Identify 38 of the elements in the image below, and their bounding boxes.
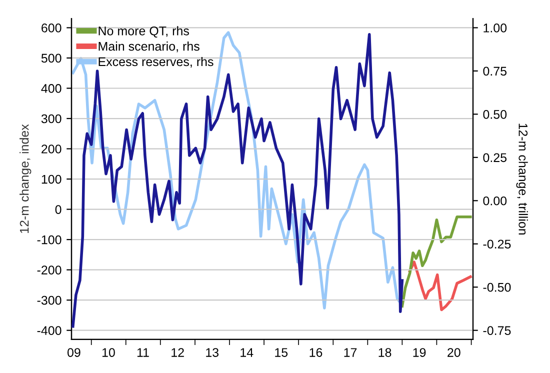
x-tick-label: 09 [67,348,80,357]
x-tick-label: 11 [137,348,149,357]
y2-tick-label: 0.00 [483,196,507,206]
legend-label: No more QT, rhs [98,26,189,38]
y2-tick-label: 0.50 [483,110,507,119]
x-tick-label: 20 [448,348,460,357]
y-tick-label: 100 [42,174,62,184]
y2-tick-label: -0.25 [483,240,511,249]
y2-tick-label: 0.25 [483,153,507,162]
x-tick-label: 19 [413,348,426,357]
y2-axis-title: 12-m change, trillion [516,124,528,235]
x-tick-label: 17 [344,348,357,357]
y-tick-label: 500 [41,54,62,63]
line-series [408,260,472,312]
y-tick-label: 600 [42,24,62,32]
x-tick-label: 12 [172,348,184,357]
line-series [400,216,472,308]
y-tick-label: 300 [41,114,62,124]
y2-tick-label: 0.75 [483,66,507,76]
y2-tick-label: -0.75 [483,326,511,336]
y2-tick-label: -0.50 [483,282,511,292]
legend-label: Main scenario, rhs [98,42,200,52]
x-tick-label: 10 [102,348,115,357]
x-tick-label: 15 [275,348,288,357]
y-tick-label: 200 [42,144,62,154]
y-tick-label: -400 [37,326,62,336]
x-tick-label: 18 [378,348,392,357]
legend-label: Excess reserves, rhs [98,56,214,68]
y-axis-title: 12-m change, index [20,124,32,233]
y-tick-label: -200 [37,266,62,274]
x-tick-label: 14 [240,348,254,357]
y-tick-label: -100 [37,235,62,244]
x-tick-label: 16 [310,348,322,357]
y-tick-label: 0 [55,205,62,214]
y-tick-label: 400 [41,84,62,93]
y-tick-label: -300 [37,296,62,305]
x-tick-label: 13 [206,348,219,357]
y2-tick-label: 1.00 [484,24,507,32]
